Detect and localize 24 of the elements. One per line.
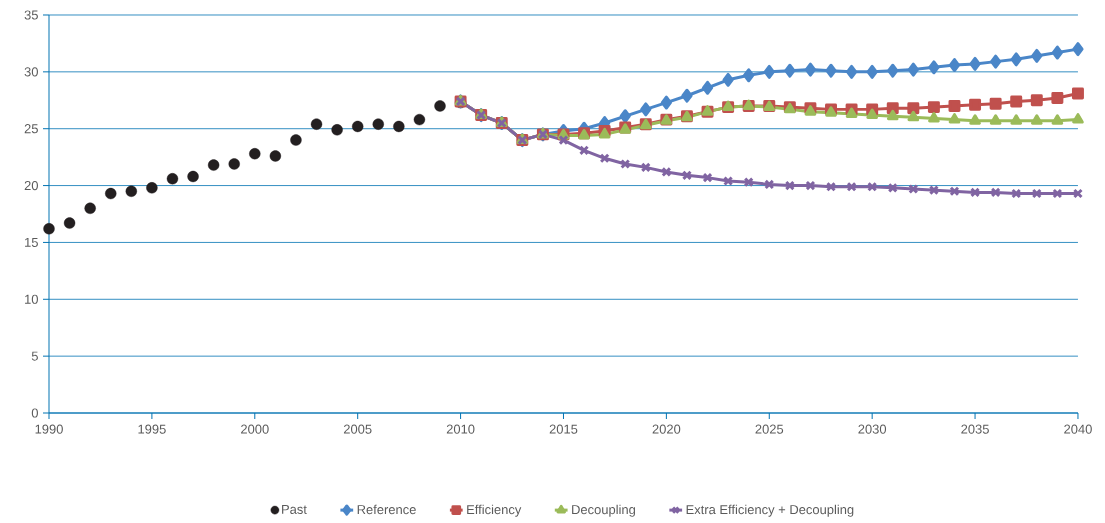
x-tick-label: 2005 xyxy=(343,424,372,434)
x-tick-label: 1990 xyxy=(35,424,63,434)
legend-label: Past xyxy=(282,504,307,514)
x-tick-label: 2040 xyxy=(1064,424,1092,434)
y-tick-label: 5 xyxy=(31,351,38,361)
legend-label: Reference xyxy=(357,504,416,515)
x-tick-label: 2035 xyxy=(961,424,989,434)
y-tick-label: 10 xyxy=(25,294,38,304)
y-tick-label: 15 xyxy=(25,237,38,247)
x-tick-label: 1995 xyxy=(138,424,166,434)
x-tick-label: 2010 xyxy=(446,424,475,434)
y-tick-label: 35 xyxy=(24,10,38,20)
y-tick-label: 30 xyxy=(24,67,38,77)
legend-label: Efficiency xyxy=(467,504,522,517)
y-tick-label: 0 xyxy=(31,408,38,418)
x-tick-label: 2030 xyxy=(858,424,887,434)
x-tick-label: 2015 xyxy=(549,424,578,434)
y-tick-label: 25 xyxy=(24,124,38,134)
x-tick-label: 2025 xyxy=(755,424,784,434)
legend-label: Decoupling xyxy=(572,504,636,517)
x-tick-label: 2020 xyxy=(652,424,681,434)
legend-label: Extra Efficiency + Decoupling xyxy=(686,504,854,517)
y-tick-label: 20 xyxy=(24,180,38,191)
x-tick-label: 2000 xyxy=(241,424,269,434)
